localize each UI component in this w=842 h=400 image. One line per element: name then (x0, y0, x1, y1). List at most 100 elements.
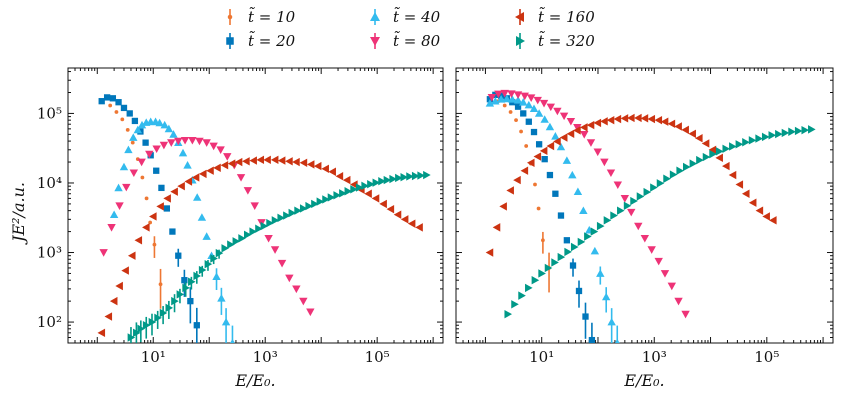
data-point (212, 272, 221, 280)
data-point (126, 110, 133, 117)
data-point (573, 187, 583, 196)
data-point (794, 126, 803, 136)
data-point (250, 202, 259, 210)
data-point (566, 129, 575, 138)
data-point (525, 118, 532, 125)
data-point (115, 202, 124, 210)
data-point (145, 150, 154, 159)
data-point (236, 174, 246, 182)
data-point (563, 237, 571, 244)
data-point (546, 103, 555, 112)
panel-right: 10¹ 10³ 10⁵ E/E₀. (455, 67, 834, 390)
data-point (562, 156, 572, 164)
data-point (299, 297, 308, 306)
data-point (350, 185, 358, 194)
legend-marker-t80 (370, 37, 380, 46)
x-axis-label-left: E/E₀. (234, 371, 275, 390)
data-point (529, 104, 539, 113)
series-t320 (127, 170, 431, 343)
legend-marker-t160 (515, 12, 524, 22)
data-point (115, 99, 122, 106)
data-point (660, 270, 670, 278)
data-point (781, 128, 790, 138)
data-point (220, 161, 229, 170)
data-point (654, 257, 663, 266)
legend-label-t80: t̃ = 80 (393, 31, 441, 50)
axes-frame-left (67, 67, 444, 344)
data-point (183, 161, 192, 169)
data-point (689, 159, 698, 168)
data-point (255, 224, 263, 233)
data-point (316, 197, 325, 206)
data-point (152, 145, 161, 154)
data-point (681, 310, 690, 319)
data-point (321, 164, 329, 173)
data-point (285, 157, 293, 166)
series-t10 (496, 99, 551, 293)
data-point (137, 158, 146, 167)
data-point (634, 222, 643, 231)
data-point (535, 141, 543, 148)
data-point (519, 98, 528, 106)
data-point (277, 259, 287, 268)
data-point (627, 113, 635, 123)
data-point (238, 234, 246, 243)
data-point (669, 170, 678, 179)
data-point (120, 117, 125, 122)
data-point (204, 259, 213, 269)
data-point (142, 321, 151, 330)
data-point (696, 155, 704, 165)
legend-entry-t80: t̃ = 80 (370, 31, 441, 50)
legend-label-t320: t̃ = 320 (538, 31, 595, 50)
data-point (311, 199, 319, 209)
data-point (131, 117, 139, 125)
data-point (213, 163, 221, 173)
data-point (155, 118, 164, 127)
data-point (184, 177, 193, 186)
data-point (129, 169, 139, 178)
data-point (174, 137, 183, 146)
data-point (715, 147, 724, 156)
legend: t̃ = 10 t̃ = 20 t̃ = 40 t̃ = 80 t̃ = 160 t̃ =… (226, 7, 595, 50)
data-point (556, 142, 566, 151)
legend-marker-t10 (227, 14, 233, 20)
data-point (188, 136, 197, 145)
data-point (209, 142, 218, 151)
data-point (539, 146, 548, 156)
data-point (372, 178, 381, 187)
legend-entry-t160: t̃ = 160 (515, 7, 595, 26)
data-point (406, 172, 414, 181)
data-point (575, 287, 583, 295)
data-point (109, 95, 117, 102)
data-point (294, 206, 302, 215)
data-point (299, 204, 308, 213)
data-point (164, 124, 174, 133)
data-point (292, 285, 301, 294)
data-point (654, 115, 663, 125)
data-point (508, 110, 513, 114)
data-point (109, 296, 118, 306)
data-point (187, 297, 194, 305)
data-point (177, 181, 185, 191)
data-point (688, 129, 696, 138)
data-point (114, 183, 123, 192)
data-point (513, 175, 521, 185)
data-point (107, 224, 116, 232)
data-point (695, 134, 703, 143)
data-point (524, 144, 529, 148)
legend-marker-t20 (226, 37, 234, 45)
data-point (158, 282, 163, 287)
data-point (169, 130, 178, 138)
ticks-left (67, 68, 443, 344)
data-point (491, 96, 500, 105)
data-point (630, 196, 638, 206)
data-point (322, 195, 330, 204)
data-point (647, 114, 656, 124)
data-point (144, 196, 149, 201)
data-point (755, 206, 764, 215)
data-point (636, 192, 645, 201)
data-point (244, 230, 252, 239)
data-point (603, 216, 612, 225)
data-point (137, 324, 146, 334)
data-point (617, 206, 625, 215)
